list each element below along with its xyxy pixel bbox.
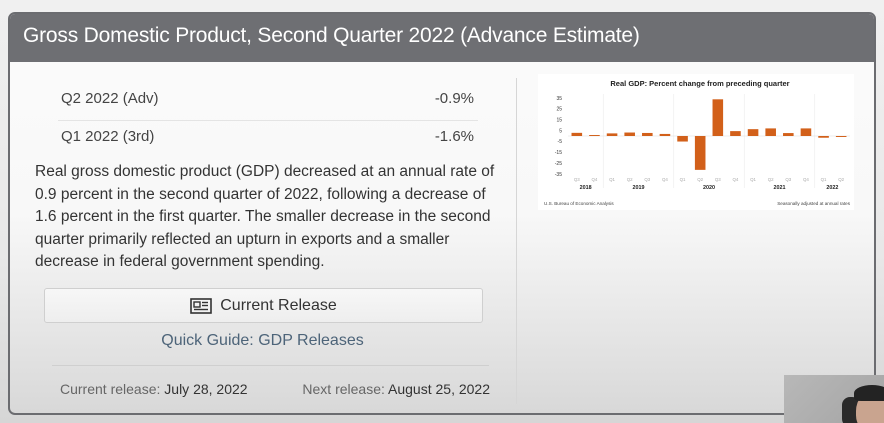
webcam-overlay bbox=[784, 375, 884, 423]
bar bbox=[642, 132, 653, 136]
y-tick-label: 35 bbox=[556, 96, 562, 102]
x-tick-label: Q3 bbox=[574, 177, 580, 182]
y-tick-label: 5 bbox=[559, 128, 562, 134]
bar bbox=[677, 136, 688, 142]
stats-table: Q2 2022 (Adv) -0.9% Q1 2022 (3rd) -1.6% bbox=[58, 86, 478, 154]
y-tick-label: 25 bbox=[556, 107, 562, 113]
bar bbox=[659, 133, 671, 136]
gdp-chart-svg: Real GDP: Percent change from preceding … bbox=[544, 79, 851, 206]
next-release-date-label: Next release: bbox=[302, 381, 385, 397]
x-tick-label: Q2 bbox=[768, 177, 774, 182]
stat-row: Q2 2022 (Adv) -0.9% bbox=[58, 86, 478, 120]
current-release-date-label: Current release: bbox=[60, 381, 161, 397]
stat-value: -1.6% bbox=[434, 128, 474, 145]
x-tick-label: Q2 bbox=[838, 177, 844, 182]
year-label: 2022 bbox=[826, 185, 838, 191]
bar bbox=[712, 99, 724, 136]
panel-title: Gross Domestic Product, Second Quarter 2… bbox=[10, 14, 874, 62]
x-tick-label: Q2 bbox=[627, 177, 633, 182]
current-release-date: Current release: July 28, 2022 bbox=[60, 381, 248, 397]
x-tick-label: Q4 bbox=[662, 177, 668, 182]
bar bbox=[589, 135, 600, 136]
x-tick-label: Q1 bbox=[750, 177, 756, 182]
current-release-label: Current Release bbox=[220, 296, 337, 314]
chart-rate-note: Seasonally adjusted at annual rates bbox=[777, 201, 850, 206]
summary-column: Q2 2022 (Adv) -0.9% Q1 2022 (3rd) -1.6% … bbox=[10, 62, 515, 413]
bar bbox=[694, 136, 706, 170]
gdp-chart: Real GDP: Percent change from preceding … bbox=[538, 74, 854, 210]
x-tick-label: Q3 bbox=[715, 177, 721, 182]
summary-text: Real gross domestic product (GDP) decrea… bbox=[35, 163, 495, 270]
x-tick-label: Q4 bbox=[592, 177, 598, 182]
bar bbox=[818, 136, 829, 138]
next-release-date-value: August 25, 2022 bbox=[388, 381, 490, 397]
bar bbox=[624, 132, 635, 136]
bar bbox=[730, 131, 741, 136]
stat-row: Q1 2022 (3rd) -1.6% bbox=[58, 120, 478, 154]
stat-value: -0.9% bbox=[434, 90, 474, 107]
bar bbox=[800, 128, 812, 136]
current-release-date-value: July 28, 2022 bbox=[164, 381, 248, 397]
x-tick-label: Q1 bbox=[680, 177, 686, 182]
chair-shape bbox=[842, 397, 860, 423]
release-dates: Current release: July 28, 2022 Next rele… bbox=[60, 381, 490, 397]
y-tick-label: 15 bbox=[556, 118, 562, 124]
y-tick-label: -25 bbox=[555, 161, 562, 167]
x-tick-label: Q4 bbox=[733, 177, 739, 182]
y-tick-label: -5 bbox=[558, 139, 563, 145]
year-label: 2019 bbox=[633, 185, 645, 191]
chart-source-note: U.S. Bureau of Economic Analysis bbox=[544, 201, 614, 206]
column-divider bbox=[516, 78, 517, 404]
x-tick-label: Q3 bbox=[785, 177, 791, 182]
year-label: 2020 bbox=[703, 185, 715, 191]
bar bbox=[571, 132, 583, 136]
y-tick-label: -35 bbox=[555, 172, 562, 178]
bar bbox=[783, 133, 794, 136]
x-tick-label: Q3 bbox=[644, 177, 650, 182]
bar bbox=[747, 129, 759, 136]
year-label: 2021 bbox=[774, 185, 786, 191]
chart-title: Real GDP: Percent change from preceding … bbox=[610, 79, 789, 88]
current-release-button[interactable]: Current Release bbox=[44, 288, 483, 323]
newspaper-icon bbox=[190, 297, 213, 314]
stat-label: Q2 2022 (Adv) bbox=[61, 90, 159, 107]
x-tick-label: Q1 bbox=[821, 177, 827, 182]
bar bbox=[835, 136, 847, 137]
x-tick-label: Q4 bbox=[803, 177, 809, 182]
x-tick-label: Q2 bbox=[697, 177, 703, 182]
bar bbox=[606, 133, 618, 136]
person-hair bbox=[854, 385, 884, 401]
quick-guide-link[interactable]: Quick Guide: GDP Releases bbox=[161, 332, 364, 349]
stat-label: Q1 2022 (3rd) bbox=[61, 128, 155, 145]
y-tick-label: -15 bbox=[555, 150, 562, 156]
x-tick-label: Q1 bbox=[609, 177, 615, 182]
year-label: 2018 bbox=[580, 185, 592, 191]
divider bbox=[52, 365, 489, 366]
gdp-panel: Gross Domestic Product, Second Quarter 2… bbox=[8, 12, 876, 415]
bar bbox=[765, 128, 776, 136]
next-release-date: Next release: August 25, 2022 bbox=[302, 381, 490, 397]
